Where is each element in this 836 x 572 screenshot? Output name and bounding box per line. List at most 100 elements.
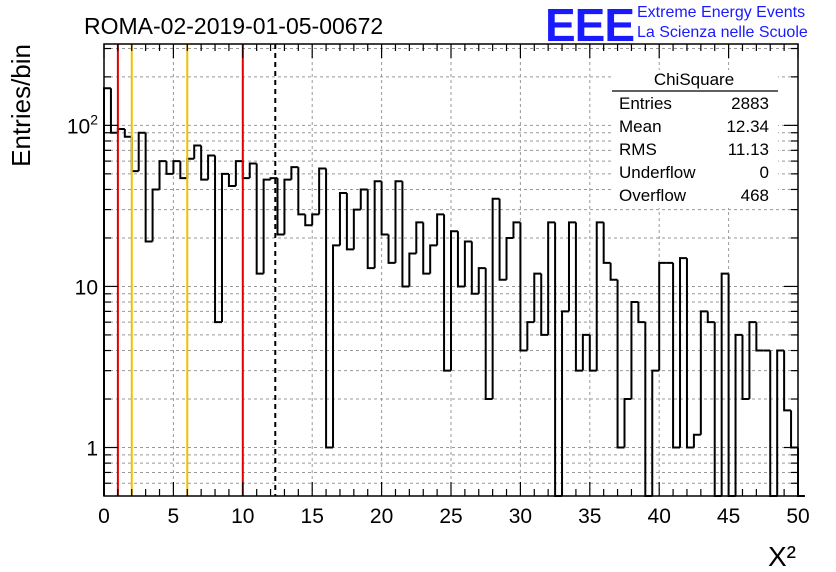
histogram-bin — [637, 302, 646, 324]
histogram-bin — [699, 310, 708, 435]
stats-box-background — [612, 70, 778, 208]
histogram-bin — [262, 178, 271, 274]
histogram-bin — [685, 258, 694, 449]
histogram-bin — [318, 167, 327, 215]
histogram-bin — [103, 87, 111, 496]
histogram-bin — [158, 160, 167, 190]
y-axis-label: Entries/bin — [6, 44, 36, 167]
histogram-bin — [269, 177, 278, 180]
histogram-bin — [776, 349, 785, 496]
eee-logo-mark: EEE — [545, 0, 635, 51]
stats-value-rms: 11.13 — [728, 140, 769, 159]
histogram-bin — [436, 213, 445, 246]
stats-box: ChiSquare Entries 2883 Mean 12.34 RMS 11… — [612, 70, 778, 208]
histogram-bin — [477, 267, 486, 294]
histogram-bin — [616, 279, 625, 449]
histogram-bin — [672, 262, 681, 449]
histogram-bin — [630, 301, 639, 400]
histogram-bin — [359, 188, 368, 210]
x-axis-label-text: X² — [768, 541, 796, 572]
stats-label-entries: Entries — [619, 94, 672, 113]
histogram-bin — [304, 214, 313, 227]
histogram-bin — [602, 222, 611, 264]
histogram-bin — [380, 181, 389, 236]
histogram-bin — [679, 257, 687, 448]
histogram-bin — [706, 311, 715, 324]
y-tick-label: 1 — [86, 438, 98, 461]
histogram-bin — [325, 168, 334, 449]
reference-lines — [116, 44, 277, 496]
histogram-bin — [276, 178, 285, 236]
histogram-bin — [609, 262, 618, 281]
x-tick-label: 40 — [648, 505, 671, 528]
histogram-bin — [116, 127, 125, 133]
stats-value-mean: 12.34 — [726, 117, 769, 136]
x-tick-label: 0 — [98, 505, 110, 528]
histogram-bin — [311, 213, 320, 226]
histogram-bin — [505, 236, 514, 280]
histogram-bin — [109, 88, 118, 134]
histogram-bin — [241, 161, 250, 180]
histogram-bin — [387, 234, 396, 264]
histogram-bin — [207, 154, 216, 180]
histogram-bin — [623, 398, 632, 448]
x-axis-label: X² — [768, 541, 796, 572]
stats-value-entries: 2883 — [731, 94, 769, 113]
x-axis: 0 5 10 15 20 25 30 35 40 45 50 — [98, 44, 810, 528]
histogram-bin — [345, 193, 354, 251]
histogram-bin — [200, 145, 209, 181]
stats-label-underflow: Underflow — [619, 163, 696, 182]
histogram-bin — [366, 189, 375, 270]
histogram-bin — [491, 197, 500, 400]
histogram-bin — [651, 369, 660, 496]
eee-logo-line1: Extreme Energy Events — [637, 4, 806, 21]
x-tick-label: 50 — [786, 505, 809, 528]
histogram-bin — [658, 261, 667, 371]
histogram-bin — [234, 160, 243, 187]
histogram-bin — [429, 244, 438, 274]
histogram-bin — [422, 222, 431, 275]
histogram-bin — [214, 155, 222, 324]
histogram-bin — [769, 350, 778, 497]
histogram-bin — [547, 221, 556, 335]
x-tick-label: 30 — [509, 505, 532, 528]
x-tick-label: 35 — [578, 505, 601, 528]
stats-value-underflow: 0 — [760, 163, 769, 182]
x-tick-label: 15 — [301, 505, 324, 528]
y-tick-label: 102 — [67, 111, 98, 138]
histogram-bin — [123, 128, 132, 138]
histogram-bin — [450, 230, 458, 371]
histogram-bin — [165, 161, 174, 175]
eee-logo-line2: La Scienza nelle Scuole — [637, 24, 808, 41]
histogram-bin — [415, 221, 424, 254]
histogram-bin — [734, 333, 743, 496]
histogram — [103, 87, 805, 497]
histogram-bin — [741, 334, 750, 401]
histogram-bin — [172, 160, 181, 174]
histogram-bin — [692, 433, 701, 448]
histogram-bin — [755, 322, 764, 352]
histogram-bin — [595, 221, 604, 371]
y-tick-label-base: 10 — [67, 115, 90, 138]
histogram-bin — [713, 322, 722, 497]
histogram-bin — [248, 162, 257, 179]
histogram-bin — [401, 181, 410, 288]
histogram-bin — [151, 188, 160, 242]
histogram-bin — [186, 157, 195, 179]
histogram-bin — [498, 198, 507, 281]
y-tick-label-exponent: 2 — [90, 111, 98, 127]
histogram-bin — [470, 241, 479, 295]
histogram-bin — [748, 321, 757, 400]
histogram-bin — [644, 322, 653, 497]
histogram-bin — [581, 333, 590, 371]
histogram-bin — [533, 272, 542, 323]
histogram-bin — [297, 167, 306, 216]
histogram-bin — [519, 222, 528, 352]
histogram-bin — [179, 161, 188, 180]
histogram-bin — [540, 273, 549, 336]
histogram-bin — [352, 208, 361, 250]
histogram-bin — [193, 144, 202, 159]
histogram-bin — [526, 321, 535, 351]
